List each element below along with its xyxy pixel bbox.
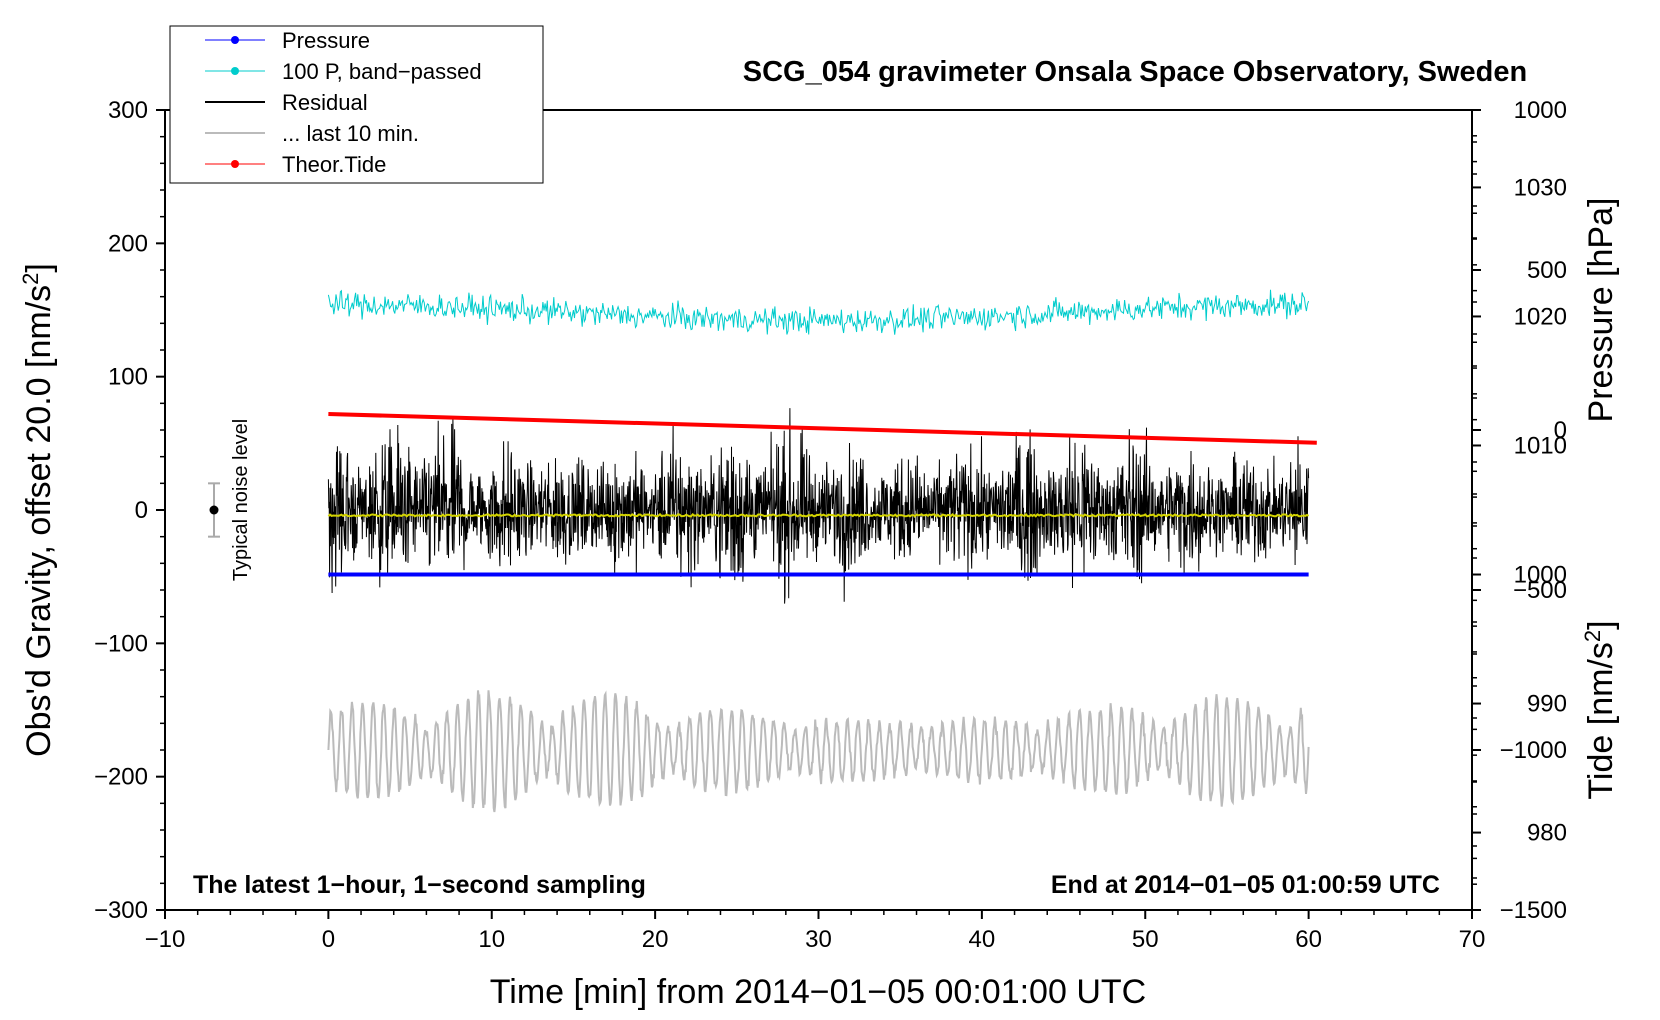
y-left-tick-label: −200: [94, 764, 148, 791]
noise-level-label: Typical noise level: [230, 419, 252, 581]
legend: Pressure 100 P, band−passed Residual ... la…: [169, 25, 544, 184]
tide-tick-label: 500: [1527, 257, 1567, 284]
y-axis-title-left-sup: 2: [18, 273, 43, 285]
legend-swatch-dot: [231, 160, 239, 168]
y-left-tick-label: 300: [108, 97, 148, 124]
y-axis-title-pressure: Pressure [hPa]: [1582, 198, 1620, 423]
legend-swatch-dot: [231, 36, 239, 44]
y-left-tick-label: −100: [94, 630, 148, 657]
series-residual: [327, 408, 1310, 604]
y-left-tick-label: −300: [94, 897, 148, 924]
x-tick-label: 50: [1132, 926, 1159, 953]
series-layer: [327, 289, 1317, 813]
x-tick-label: 10: [478, 926, 505, 953]
x-axis-title: Time [min] from 2014−01−05 00:01:00 UTC: [490, 973, 1146, 1011]
noise-level-indicator: [208, 482, 221, 538]
noise-bar-center: [209, 505, 219, 515]
series-smoothed-residual: [327, 512, 1310, 518]
x-tick-label: 20: [642, 926, 669, 953]
legend-label: Theor.Tide: [282, 152, 386, 177]
x-tick-label: 30: [805, 926, 832, 953]
legend-label: ... last 10 min.: [282, 121, 419, 146]
annotation-sampling: The latest 1−hour, 1−second sampling: [193, 871, 646, 899]
pressure-tick-label: 1030: [1514, 174, 1567, 201]
y-axis-title-tide-sup: 2: [1580, 630, 1605, 642]
legend-label: Pressure: [282, 28, 370, 53]
x-tick-label: 70: [1459, 926, 1486, 953]
tide-tick-label: −500: [1513, 577, 1567, 604]
chart-title: SCG_054 gravimeter Onsala Space Observat…: [743, 56, 1527, 88]
series-band-passed: [327, 289, 1310, 335]
legend-box: [169, 25, 544, 184]
x-tick-label: 0: [322, 926, 335, 953]
pressure-tick-label: 990: [1527, 691, 1567, 718]
x-tick-label: −10: [145, 926, 186, 953]
y-left-tick-label: 200: [108, 230, 148, 257]
pressure-tick-label: 1000: [1514, 562, 1567, 589]
annotation-end-time: End at 2014−01−05 01:00:59 UTC: [1051, 871, 1440, 899]
tide-tick-label: 0: [1554, 417, 1567, 444]
y-left-tick-label: 100: [108, 364, 148, 391]
x-tick-label: 60: [1295, 926, 1322, 953]
y-left-tick-label: 0: [135, 497, 148, 524]
series-last-10-min: [327, 690, 1310, 813]
pressure-tick-label: 1020: [1514, 303, 1567, 330]
tide-tick-label: −1000: [1500, 737, 1567, 764]
y-axis-title-left: Obs'd Gravity, offset 20.0 [nm/s2]: [18, 263, 58, 757]
legend-swatch-dot: [231, 67, 239, 75]
series-theor-tide: [328, 412, 1317, 445]
x-tick-label: 40: [969, 926, 996, 953]
axes-layer: −10 0 10 20 30 40 50 60 70−300−200−1000100200300…: [94, 97, 1567, 953]
tide-tick-label: 1000: [1514, 97, 1567, 124]
y-axis-title-tide: Tide [nm/s2]: [1580, 620, 1620, 799]
legend-label: Residual: [282, 90, 368, 115]
pressure-tick-label: 980: [1527, 820, 1567, 847]
tide-tick-label: −1500: [1500, 897, 1567, 924]
legend-label: 100 P, band−passed: [282, 59, 482, 84]
pressure-tick-label: 1010: [1514, 432, 1567, 459]
